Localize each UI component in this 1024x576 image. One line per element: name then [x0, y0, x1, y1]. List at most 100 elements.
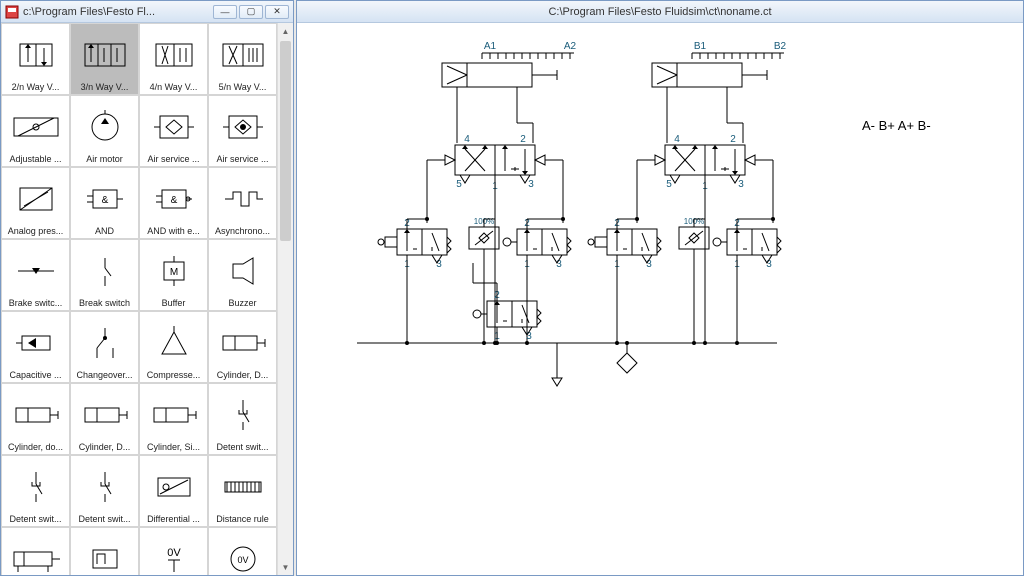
scroll-down-icon[interactable]: ▼: [278, 559, 293, 575]
canvas-titlebar[interactable]: C:\Program Files\Festo Fluidsim\ct\nonam…: [297, 1, 1023, 23]
component-label: Analog pres...: [4, 226, 67, 236]
minimize-button[interactable]: —: [213, 5, 237, 19]
library-item[interactable]: Asynchrono...: [208, 167, 277, 239]
svg-text:3: 3: [766, 259, 772, 270]
library-item[interactable]: Break switch: [70, 239, 139, 311]
component-icon: [211, 172, 274, 226]
component-icon: [142, 460, 205, 514]
library-item[interactable]: Edge-trigger...: [70, 527, 139, 575]
component-icon: [142, 388, 205, 442]
component-icon: &: [142, 172, 205, 226]
library-item[interactable]: Adjustable ...: [1, 95, 70, 167]
library-item[interactable]: 4/n Way V...: [139, 23, 208, 95]
svg-text:3: 3: [436, 259, 442, 270]
library-item[interactable]: Changeover...: [70, 311, 139, 383]
component-label: Capacitive ...: [4, 370, 67, 380]
scroll-thumb[interactable]: [280, 41, 291, 241]
library-item[interactable]: Buzzer: [208, 239, 277, 311]
component-icon: [142, 28, 205, 82]
component-icon: [73, 28, 136, 82]
svg-text:5: 5: [456, 179, 462, 190]
svg-text:2: 2: [730, 134, 736, 145]
component-icon: 0V: [211, 532, 274, 575]
library-item[interactable]: Analog pres...: [1, 167, 70, 239]
component-label: Changeover...: [73, 370, 136, 380]
svg-text:0V: 0V: [237, 555, 248, 565]
component-label: Break switch: [73, 298, 136, 308]
library-item[interactable]: &AND: [70, 167, 139, 239]
maximize-button[interactable]: ▢: [239, 5, 263, 19]
svg-text:3: 3: [526, 331, 532, 342]
library-item[interactable]: 2/n Way V...: [1, 23, 70, 95]
library-scrollbar[interactable]: ▲ ▼: [277, 23, 293, 575]
component-label: Air service ...: [142, 154, 205, 164]
library-item[interactable]: Detent swit...: [70, 455, 139, 527]
library-title: c:\Program Files\Festo Fl...: [23, 6, 213, 18]
component-icon: [4, 28, 67, 82]
component-icon: M: [142, 244, 205, 298]
library-item[interactable]: Cylinder, D...: [70, 383, 139, 455]
library-item[interactable]: Differential ...: [139, 455, 208, 527]
component-icon: [4, 172, 67, 226]
component-label: Cylinder, D...: [73, 442, 136, 452]
component-icon: [4, 388, 67, 442]
library-item[interactable]: MBuffer: [139, 239, 208, 311]
library-item[interactable]: Cylinder, do...: [1, 383, 70, 455]
component-label: Brake switc...: [4, 298, 67, 308]
component-label: Asynchrono...: [211, 226, 274, 236]
library-item[interactable]: 0VElectrical co...: [208, 527, 277, 575]
component-icon: [4, 316, 67, 370]
component-label: AND with e...: [142, 226, 205, 236]
library-item[interactable]: Air service ...: [139, 95, 208, 167]
library-item[interactable]: 0VElectrical co...: [139, 527, 208, 575]
component-label: Adjustable ...: [4, 154, 67, 164]
svg-text:4: 4: [674, 134, 680, 145]
component-icon: [73, 244, 136, 298]
library-item[interactable]: Brake switc...: [1, 239, 70, 311]
library-grid: 2/n Way V...3/n Way V... 4/n Way V...5/n …: [1, 23, 277, 575]
component-label: Differential ...: [142, 514, 205, 524]
library-item[interactable]: Capacitive ...: [1, 311, 70, 383]
component-icon: [211, 316, 274, 370]
component-label: 4/n Way V...: [142, 82, 205, 92]
component-label: Compresse...: [142, 370, 205, 380]
library-item[interactable]: 5/n Way V...: [208, 23, 277, 95]
library-item[interactable]: Detent swit...: [1, 455, 70, 527]
svg-text:B1: B1: [694, 41, 707, 52]
library-item[interactable]: & AND with e...: [139, 167, 208, 239]
component-icon: [73, 316, 136, 370]
component-icon: [211, 244, 274, 298]
library-item[interactable]: Air motor: [70, 95, 139, 167]
scroll-up-icon[interactable]: ▲: [278, 23, 293, 39]
library-item[interactable]: Air service ...: [208, 95, 277, 167]
component-icon: [73, 460, 136, 514]
library-item[interactable]: Compresse...: [139, 311, 208, 383]
component-icon: [211, 460, 274, 514]
svg-text:3: 3: [646, 259, 652, 270]
component-label: Cylinder, Si...: [142, 442, 205, 452]
component-label: 3/n Way V...: [73, 82, 136, 92]
component-icon: &: [73, 172, 136, 226]
component-icon: [4, 244, 67, 298]
library-item[interactable]: Distance rule: [208, 455, 277, 527]
canvas-title: C:\Program Files\Festo Fluidsim\ct\nonam…: [548, 6, 771, 18]
library-titlebar[interactable]: c:\Program Files\Festo Fl... — ▢ ✕: [1, 1, 293, 23]
svg-text:B2: B2: [774, 41, 787, 52]
component-icon: [211, 388, 274, 442]
component-icon: [142, 100, 205, 154]
component-label: Buzzer: [211, 298, 274, 308]
svg-text:2: 2: [520, 134, 526, 145]
library-item[interactable]: Cylinder, Si...: [139, 383, 208, 455]
component-label: Cylinder, D...: [211, 370, 274, 380]
library-item[interactable]: Double acti...: [1, 527, 70, 575]
svg-text:&: &: [170, 195, 177, 206]
component-icon: 0V: [142, 532, 205, 575]
library-item[interactable]: Cylinder, D...: [208, 311, 277, 383]
svg-text:0V: 0V: [167, 547, 181, 559]
component-icon: [211, 100, 274, 154]
close-button[interactable]: ✕: [265, 5, 289, 19]
canvas-body[interactable]: A- B+ A+ B- A1A242513213100%213B1B242513…: [297, 23, 1023, 575]
library-item[interactable]: 3/n Way V...: [70, 23, 139, 95]
svg-text:M: M: [169, 267, 177, 278]
library-item[interactable]: Detent swit...: [208, 383, 277, 455]
